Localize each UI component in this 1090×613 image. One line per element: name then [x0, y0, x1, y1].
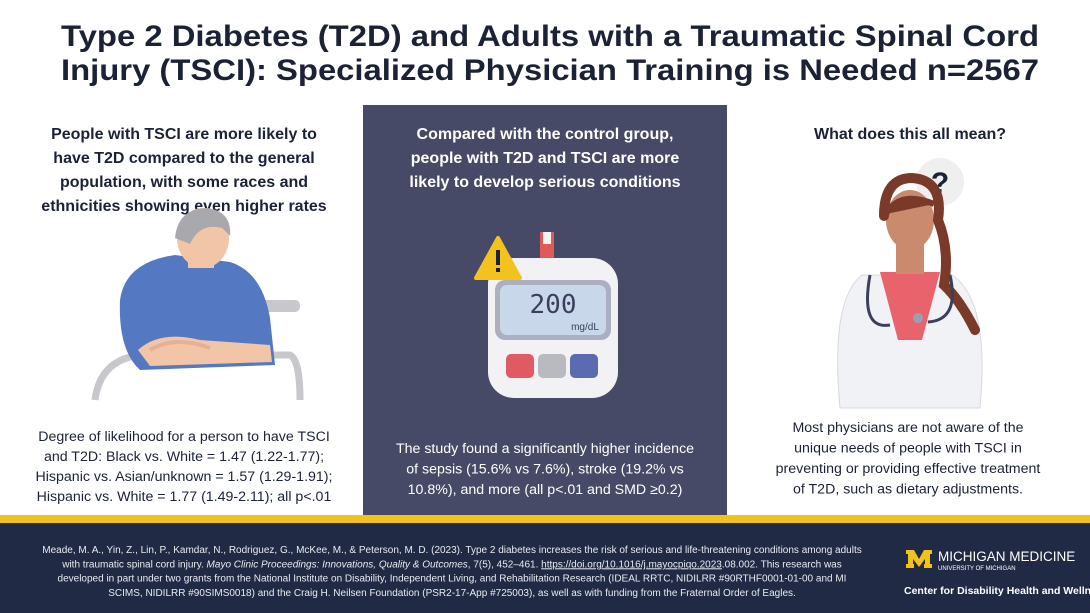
middle-body: The study found a significantly higher i… — [396, 441, 694, 498]
text-line: ethnicities showing even higher rates — [41, 198, 327, 215]
text-line: Injury (TSCI): Specialized Physician Tra… — [61, 54, 1039, 87]
citation-segment: with traumatic spinal cord injury. — [61, 559, 206, 570]
citation-line: Meade, M. A., Yin, Z., Lin, P., Kamdar, … — [42, 545, 861, 556]
text-line: likely to develop serious conditions — [409, 174, 680, 191]
text-line: 10.8%), and more (all p<.01 and SMD ≥0.2… — [408, 482, 683, 498]
citation-line: with traumatic spinal cord injury. Mayo … — [61, 559, 842, 570]
doctor-illustration: ? — [837, 158, 983, 409]
left-body: Degree of likelihood for a person to hav… — [36, 429, 333, 505]
citation-segment: SCIMS, NIDILRR #90SIMS0018) and the Crai… — [108, 588, 796, 599]
logo: MICHIGAN MEDICINE UNIVERSITY OF MICHIGAN… — [904, 549, 1090, 597]
glucose-meter: 200 mg/dL — [474, 232, 618, 398]
text-line: have T2D compared to the general — [53, 150, 314, 167]
text-line: Most physicians are not aware of the — [792, 420, 1023, 436]
middle-heading: Compared with the control group, people w… — [409, 126, 680, 191]
citation: Meade, M. A., Yin, Z., Lin, P., Kamdar, … — [42, 545, 861, 599]
text-line: Degree of likelihood for a person to hav… — [38, 429, 330, 445]
citation-segment: Mayo Clinic Proceedings: Innovations, Qu… — [207, 559, 468, 570]
text-line: Type 2 Diabetes (T2D) and Adults with a … — [61, 20, 1039, 53]
title: Type 2 Diabetes (T2D) and Adults with a … — [61, 20, 1039, 87]
text-line: and T2D: Black vs. White = 1.47 (1.22-1.… — [44, 449, 324, 465]
text-line: The study found a significantly higher i… — [396, 441, 694, 457]
text-line: People with TSCI are more likely to — [51, 126, 317, 143]
meter-reading: 200 — [530, 290, 577, 320]
text-line: of T2D, such as dietary adjustments. — [793, 482, 1023, 498]
citation-segment: Meade, M. A., Yin, Z., Lin, P., Kamdar, … — [42, 545, 861, 556]
text-line: people with T2D and TSCI are more — [411, 150, 680, 167]
wheelchair-illustration — [91, 208, 304, 401]
text-line: Hispanic vs. Asian/unknown = 1.57 (1.29-… — [36, 469, 333, 485]
citation-segment: , 7(5), 452–461. — [468, 559, 541, 570]
text-line: preventing or providing effective treatm… — [776, 461, 1041, 477]
text-line: unique needs of people with TSCI in — [794, 441, 1022, 457]
right-body: Most physicians are not aware of the uniq… — [776, 420, 1041, 498]
citation-line: developed in part under two grants from … — [58, 574, 847, 585]
right-heading: What does this all mean? — [814, 126, 1006, 143]
text-line: Hispanic vs. White = 1.77 (1.49-2.11); a… — [37, 489, 332, 505]
doi-link[interactable]: https://doi.org/10.1016/j.mayocpiqo.2023 — [541, 559, 722, 570]
text-line: population, with some races and — [60, 174, 308, 191]
text-line: of sepsis (15.6% vs 7.6%), stroke (19.2%… — [406, 462, 684, 478]
meter-unit: mg/dL — [571, 322, 599, 333]
citation-line: SCIMS, NIDILRR #90SIMS0018) and the Crai… — [108, 588, 796, 599]
text-line: What does this all mean? — [814, 126, 1006, 143]
citation-segment: .08.002. This research was — [722, 559, 842, 570]
logo-center: Center for Disability Health and Wellnes… — [904, 585, 1090, 597]
logo-university: UNIVERSITY OF MICHIGAN — [938, 566, 1016, 572]
citation-segment: developed in part under two grants from … — [58, 574, 847, 585]
logo-name: MICHIGAN MEDICINE — [938, 549, 1075, 564]
footer-stripe — [0, 515, 1090, 523]
text-line: Compared with the control group, — [417, 126, 674, 143]
left-heading: People with TSCI are more likely to have … — [41, 126, 327, 215]
